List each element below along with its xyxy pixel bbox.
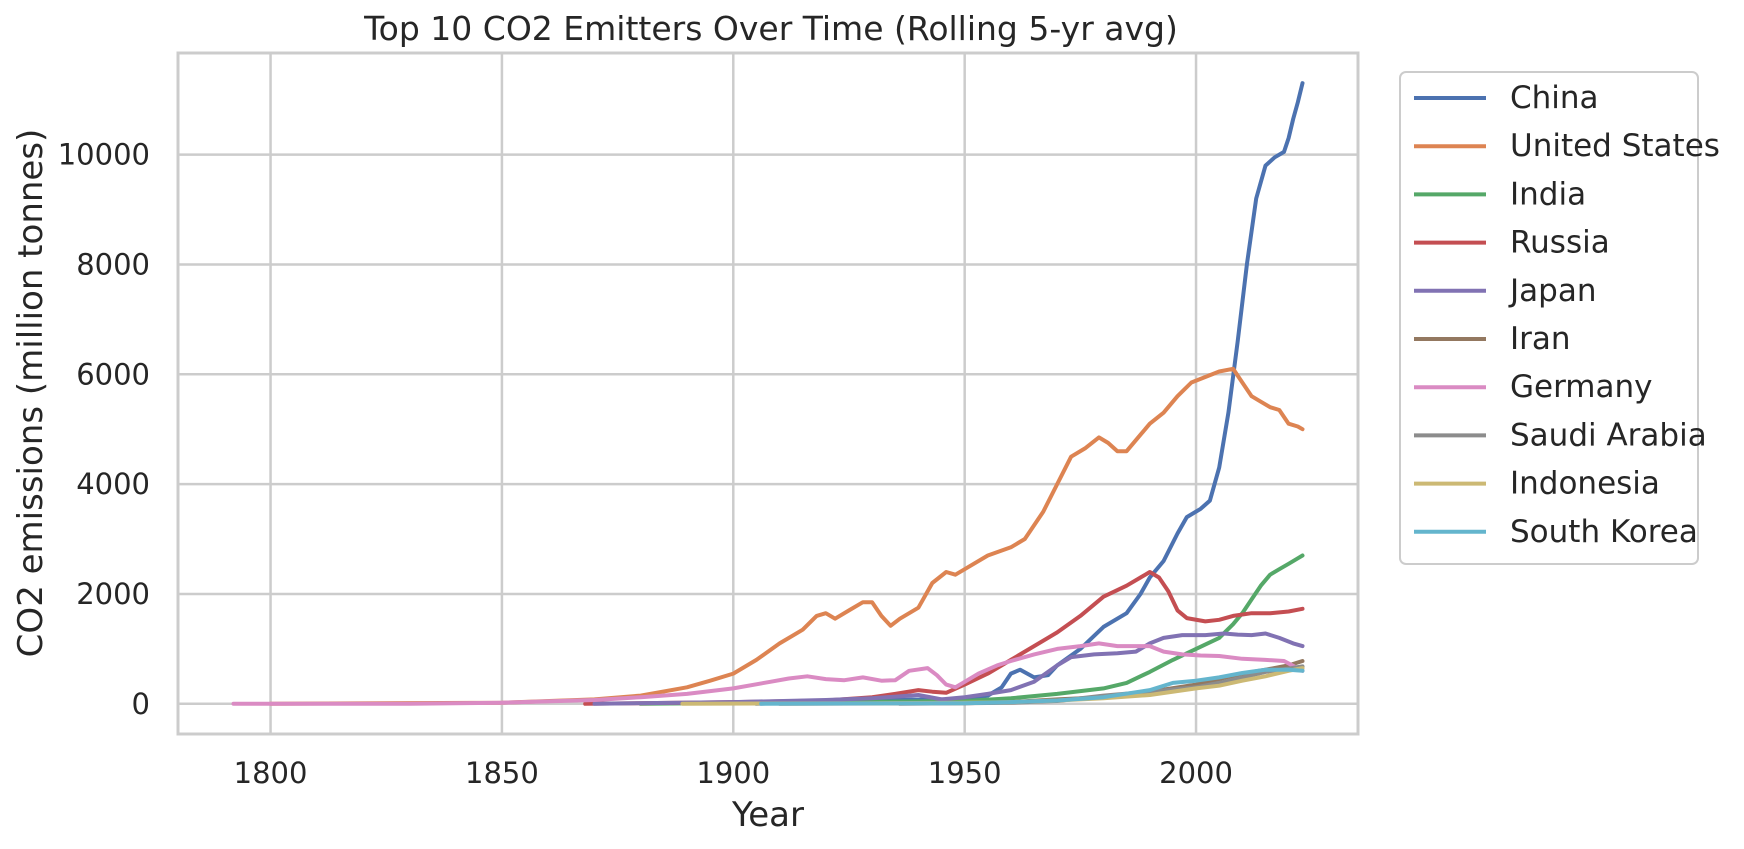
series-line-united-states	[268, 366, 1305, 706]
ticks: 1800 1850 1900 1950 2000 0 2000 4000 6000 8000 100…	[58, 138, 1233, 790]
series-line-germany	[231, 641, 1305, 706]
x-tick-label: 1950	[928, 756, 1002, 790]
y-tick-label: 8000	[76, 247, 150, 281]
legend-label: South Korea	[1510, 514, 1698, 550]
series-line-russia	[583, 570, 1305, 706]
legend-label: United States	[1510, 128, 1720, 164]
legend-label: Iran	[1510, 321, 1571, 357]
y-axis-label: CO2 emissions (million tonnes)	[11, 129, 51, 658]
x-tick-label: 1850	[465, 756, 539, 790]
y-tick-label: 10000	[58, 138, 150, 172]
legend-label: China	[1510, 80, 1599, 116]
y-tick-label: 4000	[76, 467, 150, 501]
series-line-south-korea	[759, 667, 1305, 706]
legend-label: Russia	[1510, 225, 1610, 261]
y-tick-label: 0	[132, 687, 150, 721]
series-line-india	[638, 553, 1305, 706]
plot-frame	[176, 51, 1360, 736]
legend-label: Japan	[1508, 273, 1596, 309]
legend-label: Saudi Arabia	[1510, 417, 1707, 453]
series-group	[231, 81, 1305, 706]
series-line-china	[754, 81, 1305, 706]
legend-label: Germany	[1510, 369, 1652, 405]
chart-title: Top 10 CO2 Emitters Over Time (Rolling 5…	[363, 9, 1178, 48]
x-tick-label: 1900	[696, 756, 770, 790]
x-tick-label: 2000	[1159, 756, 1233, 790]
y-tick-label: 6000	[76, 357, 150, 391]
legend-label: India	[1510, 176, 1586, 212]
y-tick-label: 2000	[76, 577, 150, 611]
x-tick-label: 1800	[234, 756, 308, 790]
legend: China United States India Russia Japan Iran Ge…	[1399, 71, 1720, 565]
x-axis-label: Year	[731, 795, 804, 835]
series-line-japan	[592, 631, 1305, 706]
legend-label: Indonesia	[1510, 466, 1660, 502]
